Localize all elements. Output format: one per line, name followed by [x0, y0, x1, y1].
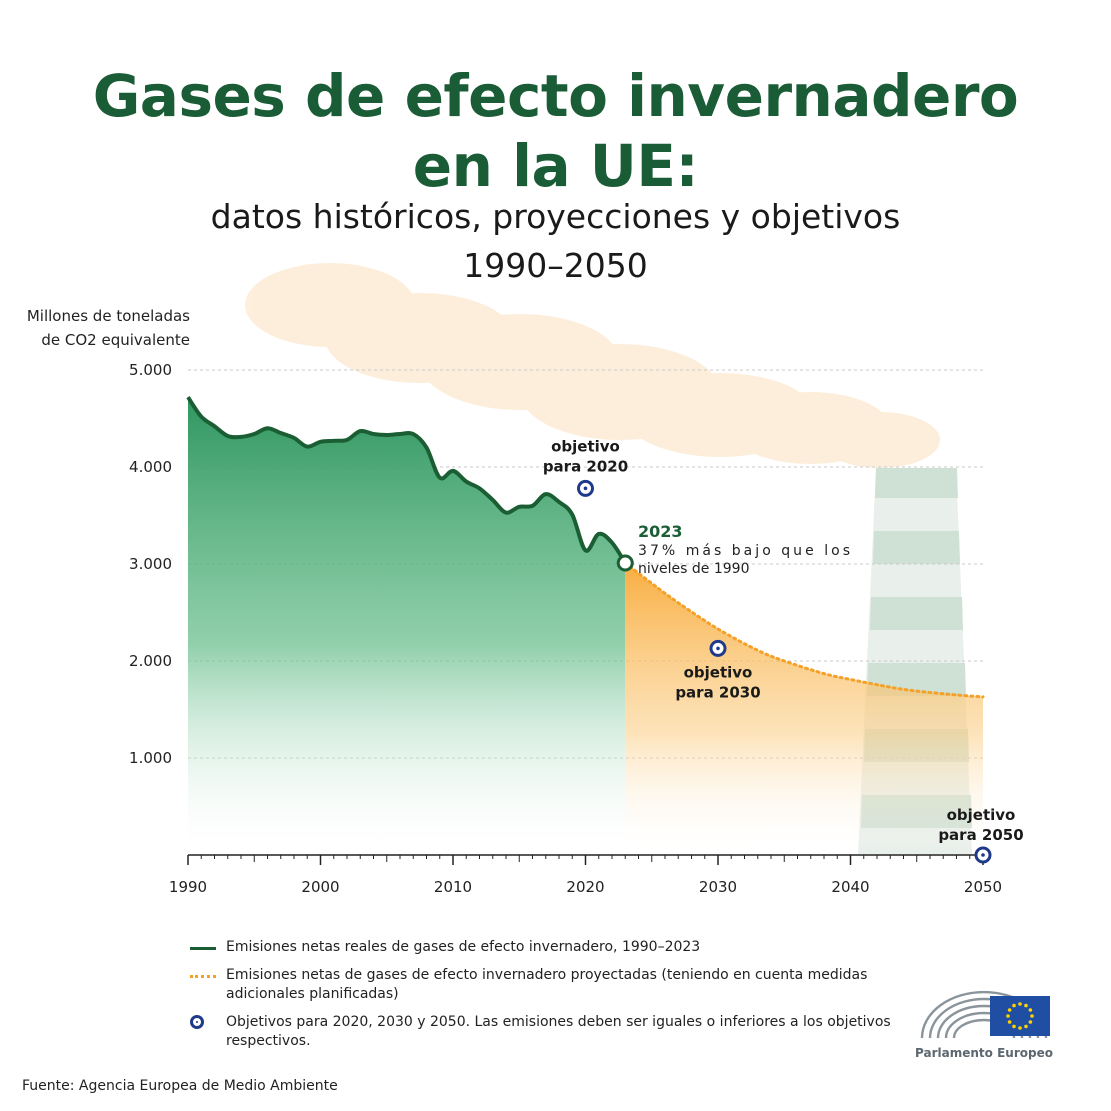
period: 1990–2050	[463, 246, 648, 285]
annotations: objetivo para 2020 objetivo para 2030 objeti…	[543, 437, 1024, 844]
legend-label-projected: Emisiones netas de gases de efecto inver…	[226, 967, 868, 1002]
solid-line-icon	[190, 947, 216, 950]
eu-star-icon	[1028, 1020, 1033, 1024]
eu-star-icon	[1018, 1026, 1022, 1030]
series-line-projected	[623, 561, 985, 699]
axes	[187, 854, 984, 865]
eu-star-icon	[1006, 1014, 1010, 1018]
smoke-cloud-decoration	[245, 263, 940, 468]
eu-star-icon	[1012, 1003, 1016, 1008]
tick-labels: 1.000 2.000 3.000 4.000 5.000 1990 2000 2010 202…	[129, 361, 1002, 896]
parliament-logo: Parlamento Europeo	[914, 962, 1054, 1060]
x-tick-label: 2050	[964, 878, 1002, 896]
title-line-2: en la UE:	[412, 132, 699, 200]
annotation-text-line-2: niveles de 1990	[638, 561, 750, 577]
y-axis-label-line-1: Millones de toneladas	[26, 307, 190, 325]
target-label-line-1: objetivo	[551, 437, 620, 455]
x-tick-label: 2020	[566, 878, 604, 896]
x-tick-label: 2000	[301, 878, 339, 896]
legend-item-projected: Emisiones netas de gases de efecto inver…	[190, 966, 910, 1004]
eu-star-icon	[1028, 1008, 1033, 1012]
target-label-line-2: para 2030	[675, 683, 760, 701]
area-projected	[625, 563, 983, 847]
legend-item-targets: Objetivos para 2020, 2030 y 2050. Las em…	[190, 1013, 910, 1051]
series-line-historic	[186, 396, 627, 565]
legend: Emisiones netas reales de gases de efect…	[190, 938, 910, 1060]
y-tick-label: 5.000	[129, 361, 172, 379]
eu-star-icon	[1024, 1024, 1028, 1029]
x-tick-label: 1990	[169, 878, 207, 896]
annotation-year: 2023	[638, 522, 683, 541]
target-label-line-1: objetivo	[684, 663, 753, 681]
subtitle: datos históricos, proyecciones y objetiv…	[210, 197, 901, 236]
legend-item-historic: Emisiones netas reales de gases de efect…	[190, 938, 910, 957]
title-line-1: Gases de efecto invernadero	[92, 62, 1019, 130]
y-tick-label: 2.000	[129, 652, 172, 670]
hemicycle-icon	[920, 990, 1050, 1039]
x-tick-label: 2040	[831, 878, 869, 896]
eu-star-icon	[1012, 1024, 1016, 1029]
eu-star-icon	[1007, 1020, 1012, 1024]
logo-name: Parlamento Europeo	[915, 1046, 1053, 1060]
series-lines	[186, 396, 985, 699]
legend-label-targets: Objetivos para 2020, 2030 y 2050. Las em…	[226, 1014, 891, 1049]
target-icon	[190, 1015, 204, 1029]
y-tick-label: 3.000	[129, 555, 172, 573]
eu-star-icon	[1030, 1014, 1034, 1018]
y-tick-label: 4.000	[129, 458, 172, 476]
x-tick-label: 2030	[699, 878, 737, 896]
dotted-line-icon	[190, 975, 216, 978]
target-label-line-2: para 2050	[938, 826, 1023, 844]
target-label-line-2: para 2020	[543, 457, 628, 475]
target-marker-center	[716, 646, 720, 651]
marker-2023	[616, 554, 634, 572]
legend-label-historic: Emisiones netas reales de gases de efect…	[226, 939, 701, 955]
eu-star-icon	[1007, 1008, 1012, 1012]
source-note: Fuente: Agencia Europea de Medio Ambient…	[22, 1078, 338, 1094]
eu-star-icon	[1024, 1003, 1028, 1008]
y-axis-label-line-2: de CO2 equivalente	[41, 331, 190, 349]
target-markers	[577, 479, 992, 864]
annotation-text-line-1: 37% más bajo que los	[638, 543, 850, 559]
y-axis-label: Millones de toneladas de CO2 equivalente	[10, 304, 190, 352]
target-marker-center	[981, 853, 985, 857]
target-marker-center	[583, 486, 588, 491]
eu-star-icon	[1018, 1002, 1022, 1006]
emissions-chart: 1.000 2.000 3.000 4.000 5.000 1990 2000 2010 202…	[129, 263, 1024, 896]
x-tick-label: 2010	[434, 878, 472, 896]
target-label-line-1: objetivo	[947, 806, 1016, 824]
y-tick-label: 1.000	[129, 749, 172, 767]
eu-flag-icon	[990, 996, 1050, 1036]
